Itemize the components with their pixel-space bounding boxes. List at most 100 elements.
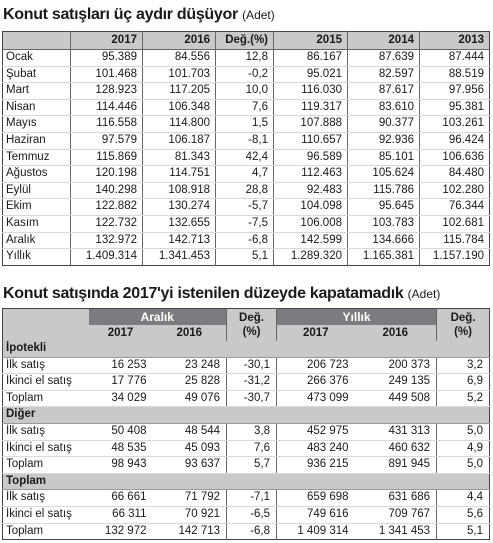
table1-header-cell: 2017	[70, 31, 143, 50]
table2-cell: 5,6	[436, 506, 490, 524]
table2-deg-label: Değ.	[239, 312, 264, 324]
table1-cell: 106.187	[142, 132, 216, 150]
table1-cell: 106.348	[142, 99, 216, 117]
table1-row-label: Yıllık	[2, 248, 71, 266]
table2-cell: 50 408	[88, 423, 153, 441]
table1-row: Eylül 140.298 108.918 28,8 92.483 115.786 102.…	[2, 182, 490, 200]
table1-cell: 85.101	[347, 149, 420, 167]
table1-header-cell: 2015	[273, 31, 348, 50]
table1-cell: 104.098	[273, 198, 348, 216]
table1-row: Temmuz 115.869 81.343 42,4 96.589 85.101 106.6…	[2, 149, 490, 167]
table1-cell: 132.972	[70, 232, 143, 250]
table1-header-cell: 2014	[347, 31, 420, 50]
table1-cell: 122.882	[70, 198, 143, 216]
table1-cell: 140.298	[70, 182, 143, 200]
table1-cell: 106.008	[273, 215, 348, 233]
table2-cell: 4,4	[436, 489, 490, 507]
table2-cell: 936 215	[276, 456, 355, 474]
table1-row: Yıllık 1.409.314 1.341.453 5,1 1.289.320 1.16…	[2, 248, 490, 266]
table1-row: Mayıs 116.558 114.800 1,5 107.888 90.377 103.2…	[2, 115, 490, 133]
table2-cell: 66 661	[88, 489, 153, 507]
table1-cell: 95.021	[273, 66, 348, 84]
table1-cell: 105.624	[347, 165, 420, 183]
table2-year-header: 2017	[88, 325, 153, 341]
table1-cell: 84.480	[419, 165, 490, 183]
table1-cell: 108.918	[142, 182, 216, 200]
table2-cell: 483 240	[276, 440, 355, 458]
table1-row-label: Temmuz	[2, 149, 71, 167]
table2-row-label: İlk satış	[2, 489, 89, 507]
table1-row-label: Kasım	[2, 215, 71, 233]
table2-row: Toplam 34 029 49 076 -30,7 473 099 449 508 5,2	[2, 390, 490, 408]
table2-cell: -6,5	[226, 506, 278, 524]
table1-cell: 1.165.381	[347, 248, 420, 266]
table2-cell: 3,2	[436, 357, 490, 375]
table1-title: Konut satışları üç aydır düşüyor (Adet)	[3, 6, 275, 24]
table2-cell: 460 632	[354, 440, 438, 458]
table1-row: Kasım 122.732 132.655 -7,5 106.008 103.783 102…	[2, 215, 490, 233]
table1-cell: 88.519	[419, 66, 490, 84]
table1-row-label: Şubat	[2, 66, 71, 84]
table1-cell: 42,4	[215, 149, 274, 167]
mortgage-sales-table: Aralık Değ. (%) Yıllık Değ. (%) 2017 201…	[2, 308, 491, 541]
table2-cell: 66 311	[88, 506, 153, 524]
table1-title-text: Konut satışları üç aydır düşüyor	[3, 6, 238, 23]
table1-cell: 87.444	[419, 49, 490, 67]
table2-cell: 431 313	[354, 423, 438, 441]
table2-cell: 659 698	[276, 489, 355, 507]
table2-year-header: 2016	[354, 325, 438, 341]
table2-title: Konut satışında 2017'yi istenilen düzeyd…	[3, 285, 440, 303]
table2-cell: 5,1	[467, 524, 484, 537]
table2-cell: 5,0	[436, 423, 490, 441]
table1-cell: 1.157.190	[432, 250, 484, 263]
table1-cell: 95.381	[419, 99, 490, 117]
table1-cell: 102.280	[419, 182, 490, 200]
table1-cell: 101.703	[142, 66, 216, 84]
table2-row: Toplam 132 972 142 713 -6,8 1 409 314 1 341 4…	[3, 523, 490, 540]
table1-cell: 12,8	[215, 49, 274, 67]
table2-cell: 749 616	[276, 506, 355, 524]
table1-cell: 106.636	[419, 149, 490, 167]
table1-cell: 7,6	[215, 99, 274, 117]
table1-cell: 115.869	[70, 149, 143, 167]
table2-cell: 71 792	[152, 489, 228, 507]
table2-year-header-row: 2017 2016 2017 2016	[2, 325, 490, 341]
table1-row: Şubat 101.468 101.703 -0,2 95.021 82.597 88.51…	[2, 66, 490, 84]
table2-cell: 17 776	[88, 373, 153, 391]
table2-corner-cell	[2, 308, 89, 325]
table2-row: İlk satış 66 661 71 792 -7,1 659 698 631 686 4…	[2, 489, 490, 507]
table1-cell: 132.655	[142, 215, 216, 233]
table1-cell: 1.409.314	[70, 248, 143, 266]
table1-cell: 97.956	[419, 82, 490, 100]
table2-section-row: Diğer	[2, 406, 490, 424]
table2-row-label: İkinci el satış	[2, 440, 89, 458]
table2-cell: 25 828	[152, 373, 228, 391]
table1-cell: 114.800	[142, 115, 216, 133]
table1-row-label: Aralık	[2, 232, 71, 250]
table2-row: İlk satış 16 253 23 248 -30,1 206 723 200 373…	[2, 357, 490, 375]
table1-cell: 84.556	[142, 49, 216, 67]
table2-cell: 48 535	[88, 440, 153, 458]
table2-section-label: İpotekli	[2, 341, 490, 358]
table1-row-label: Nisan	[2, 99, 71, 117]
table2-group-aralik: Aralık	[88, 308, 228, 325]
table1-header-cell: 2016	[142, 31, 216, 50]
table1-row: Ekim 122.882 130.274 -5,7 104.098 95.645 76.34…	[2, 198, 490, 216]
table2-row-label: Toplam	[2, 390, 89, 408]
table2-section-row: Toplam	[2, 473, 490, 491]
table1-unit: (Adet)	[242, 8, 275, 22]
table1-cell: 117.205	[142, 82, 216, 100]
table1-row: Mart 128.923 117.205 10,0 116.030 87.617 97.95…	[2, 82, 490, 100]
table2-cell: 891 945	[354, 456, 438, 474]
table2-row-label: Toplam	[2, 456, 89, 474]
table2-section-row: İpotekli	[2, 341, 490, 358]
table1-cell: 115.784	[419, 232, 490, 250]
table1-cell: -8,1	[215, 132, 274, 150]
table2-cell: 48 544	[152, 423, 228, 441]
table1-row: Ocak 95.389 84.556 12,8 86.167 87.639 87.444	[2, 49, 490, 67]
table1-cell: 122.732	[70, 215, 143, 233]
table2-row: İkinci el satış 66 311 70 921 -6,5 749 616 70…	[2, 506, 490, 524]
table1-cell: 128.923	[70, 82, 143, 100]
table2-section-label: Diğer	[2, 406, 490, 424]
table1-row-label: Mart	[2, 82, 71, 100]
